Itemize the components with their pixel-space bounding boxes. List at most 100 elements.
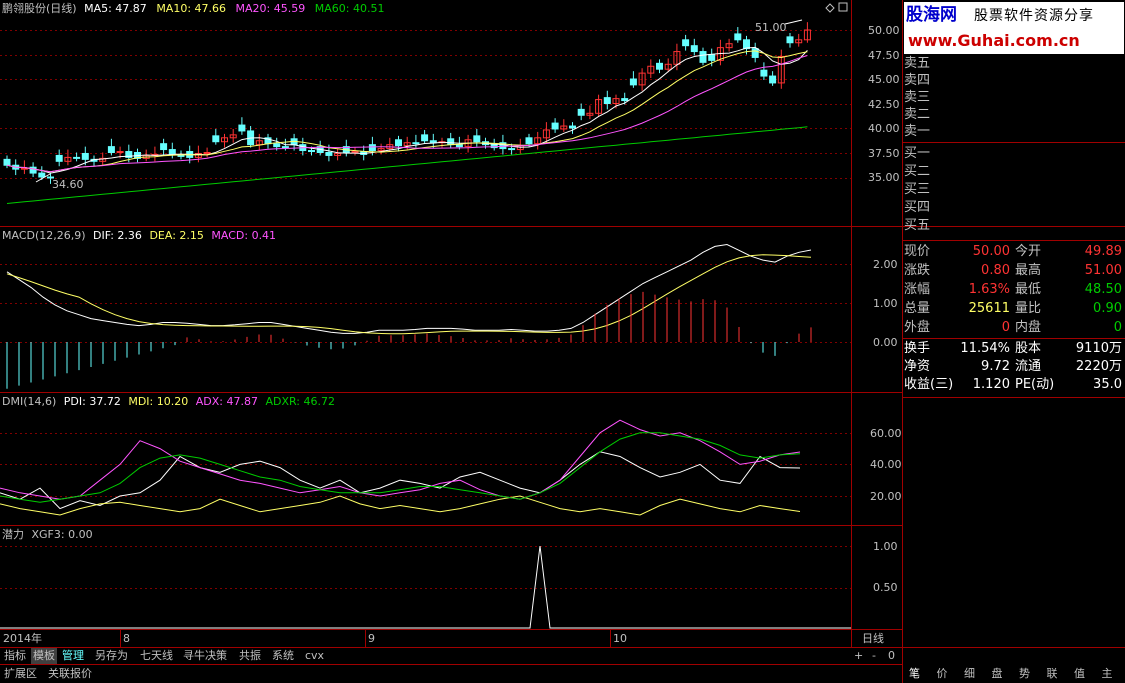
candle-body — [551, 122, 559, 130]
sell-level-3[interactable]: 卖三 — [904, 90, 931, 105]
ma5-label: MA5: 47.87 — [84, 2, 147, 15]
buy-level-3[interactable]: 买三 — [904, 182, 931, 197]
price-tick: 35.00 — [868, 171, 900, 184]
ma20-label: MA20: 45.59 — [235, 2, 306, 15]
sell-level-4[interactable]: 卖四 — [904, 73, 931, 88]
candle-body — [403, 142, 411, 147]
toolbar-tab[interactable]: cvx — [305, 649, 325, 662]
toolbar-tab[interactable]: 共振 — [239, 649, 261, 662]
candle-body — [542, 129, 550, 139]
potential-axis-0: 1.00 — [873, 540, 898, 553]
quote-label: 涨跌 — [904, 263, 931, 278]
stock-title: 鹏翎股份(日线) — [2, 2, 77, 15]
dea-line — [6, 254, 812, 335]
candle-body — [638, 72, 646, 86]
square-icon — [838, 2, 848, 12]
sell-level-2[interactable]: 卖二 — [904, 107, 931, 122]
candle-body — [281, 146, 289, 149]
pdi-line — [0, 451, 801, 510]
quote-value: 1.63% — [968, 282, 1010, 297]
candle-body — [647, 65, 655, 74]
related-quotes-tab[interactable]: 关联报价 — [48, 667, 92, 680]
toolbar-tab[interactable]: 寻牛决策 — [183, 649, 227, 662]
quote-value: 49.89 — [1084, 244, 1122, 259]
candle-body — [395, 139, 402, 147]
candle-body — [368, 144, 376, 152]
dmi-title: DMI(14,6) — [2, 395, 57, 408]
candle-body — [743, 39, 750, 50]
candle-body — [803, 29, 811, 41]
candle-body — [334, 152, 342, 156]
right-tab[interactable]: 盘 — [991, 667, 1003, 680]
extension-area-tab[interactable]: 扩展区 — [4, 667, 37, 680]
candle-body — [455, 144, 463, 148]
candle-body — [525, 137, 533, 145]
right-tab[interactable]: 联 — [1046, 667, 1058, 680]
quote-label: 内盘 — [1015, 320, 1042, 335]
toolbar-tab[interactable]: 管理 — [62, 649, 84, 662]
month-8: 8 — [123, 632, 130, 645]
candle-body — [55, 154, 63, 162]
candle-body — [3, 158, 11, 166]
price-tick: 37.50 — [868, 146, 900, 160]
candle-body — [560, 125, 568, 130]
buy-level-4[interactable]: 买四 — [904, 200, 931, 215]
right-tab[interactable]: 细 — [964, 667, 975, 680]
candle-body — [29, 166, 37, 174]
macd-axis-0: 2.00 — [873, 258, 898, 271]
zoom-reset-button[interactable]: 0 — [888, 649, 895, 662]
zoom-out-button[interactable]: - — [872, 649, 876, 662]
zoom-in-button[interactable]: + — [854, 649, 864, 662]
brand-banner[interactable]: 股海网 股票软件资源分享 www.Guhai.com.cn — [904, 2, 1124, 54]
candle-body — [508, 148, 516, 151]
right-tab[interactable]: 值 — [1074, 667, 1085, 680]
candle-body — [203, 152, 211, 154]
candle-body — [351, 151, 359, 154]
toolbar-tab[interactable]: 七天线 — [140, 649, 173, 662]
buy-level-5[interactable]: 买五 — [904, 218, 931, 233]
right-tab[interactable]: 主 — [1101, 667, 1113, 680]
sell-level-5[interactable]: 卖五 — [904, 56, 931, 71]
candle-body — [734, 33, 742, 41]
toolbar-tab[interactable]: 模板 — [31, 648, 57, 664]
adx-label: ADX: 47.87 — [195, 395, 258, 408]
adxr-label: ADXR: 46.72 — [265, 395, 335, 408]
candle-body — [795, 39, 803, 44]
candle-body — [577, 108, 585, 116]
adx-line — [0, 419, 801, 500]
candle-body — [603, 97, 611, 105]
price-tick: 50.00 — [868, 24, 900, 37]
toolbar-tab[interactable]: 系统 — [272, 649, 294, 662]
quote-value: 0.80 — [981, 263, 1010, 278]
candle-body — [160, 143, 168, 151]
high-annotation: 51.00 — [755, 21, 787, 34]
xgf-label: XGF3: 0.00 — [31, 528, 93, 541]
quote-value: 0.90 — [1093, 301, 1122, 316]
buy-level-1[interactable]: 买一 — [904, 146, 931, 161]
sell-level-1[interactable]: 卖一 — [904, 124, 931, 139]
period-button[interactable]: 日线 — [862, 632, 884, 645]
month-9: 9 — [368, 632, 375, 645]
stat-value: 35.0 — [1093, 377, 1122, 392]
quote-value: 0 — [1001, 320, 1010, 335]
toolbar-tab[interactable]: 指标 — [4, 649, 26, 662]
macd-axis-1: 1.00 — [873, 297, 898, 310]
potential-title: 潜力 — [2, 528, 24, 541]
right-tab[interactable]: 价 — [936, 667, 948, 680]
candle-body — [699, 51, 707, 63]
right-tab[interactable]: 势 — [1019, 667, 1030, 680]
year-label: 2014年 — [3, 632, 42, 645]
buy-level-2[interactable]: 买二 — [904, 164, 931, 179]
candle-body — [412, 142, 420, 145]
stat-label: PE(动) — [1015, 377, 1055, 392]
candle-body — [168, 149, 176, 155]
pdi-label: PDI: 37.72 — [63, 395, 121, 408]
stat-label: 净资 — [904, 359, 931, 374]
candle-body — [595, 99, 603, 114]
toolbar-tab[interactable]: 另存为 — [95, 649, 128, 662]
right-tab[interactable]: 笔 — [909, 667, 920, 680]
candle-body — [569, 125, 576, 129]
candle-body — [621, 98, 629, 102]
dmi-axis-0: 60.00 — [870, 427, 902, 440]
